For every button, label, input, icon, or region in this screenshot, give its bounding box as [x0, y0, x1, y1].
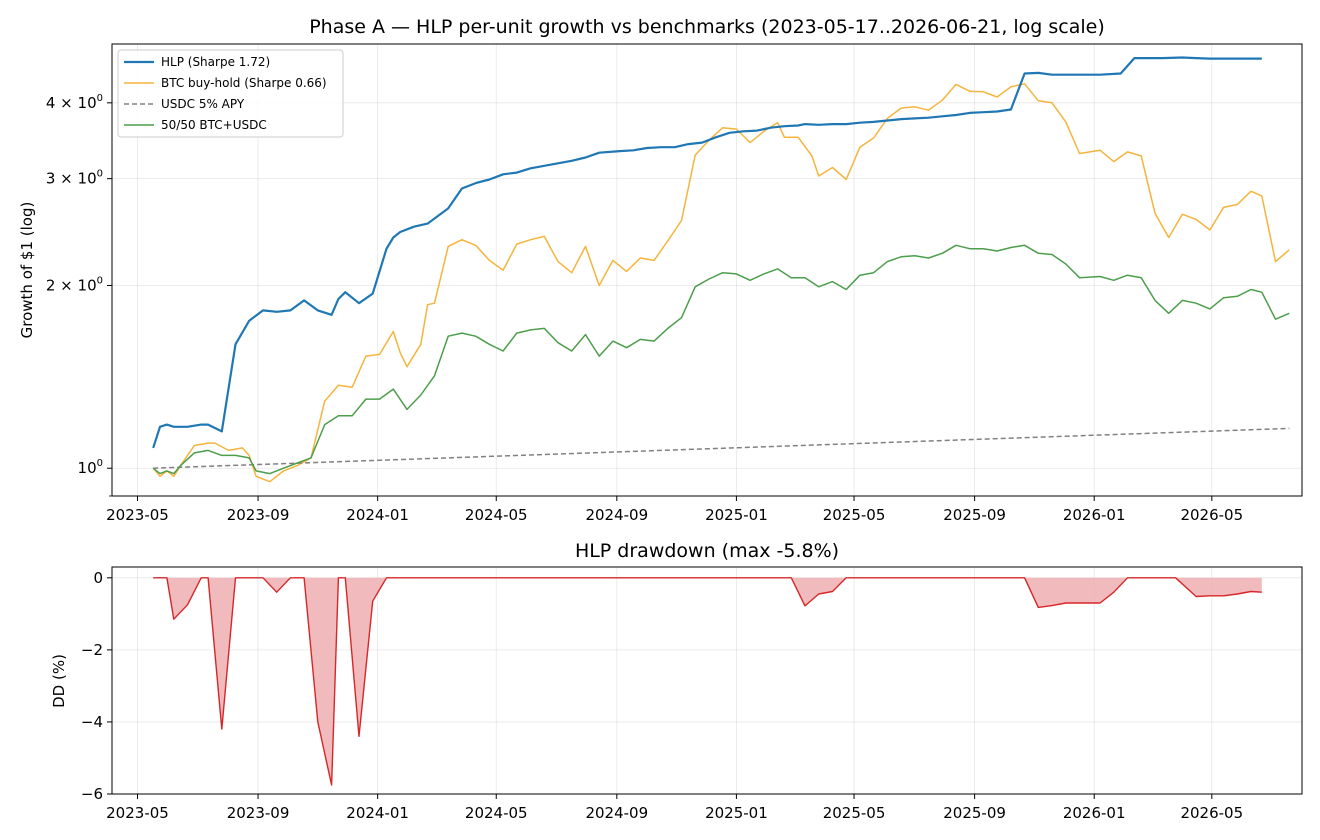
drawdown-chart: HLP drawdown (max -5.8%) 2023-05 2023-09 2…	[50, 540, 1303, 822]
drawdown-chart-x-axis: 2023-05 2023-09 2024-01 2024-05 2024-09 2025-…	[106, 794, 1243, 822]
drawdown-chart-series	[153, 577, 1262, 786]
growth-chart-y-axis: 100 2 × 100 3 × 100 4 × 100	[46, 93, 112, 497]
growth-chart-frame	[111, 43, 1303, 497]
growth-y-tick-label: 4 × 100	[46, 93, 103, 112]
growth-chart-x-axis: 2023-05 2023-09 2024-01 2024-05 2024-09 2025-…	[106, 496, 1243, 524]
legend-entry-label: BTC buy-hold (Sharpe 0.66)	[161, 76, 327, 90]
series-line-3	[152, 244, 1290, 475]
drawdown-y-tick-label: 0	[93, 569, 103, 587]
growth-x-tick-label: 2025-09	[943, 506, 1006, 524]
growth-x-tick-label: 2024-05	[465, 506, 528, 524]
drawdown-line	[153, 577, 1262, 786]
drawdown-x-tick-label: 2024-05	[465, 804, 528, 822]
drawdown-x-tick-label: 2026-05	[1180, 804, 1243, 822]
growth-y-tick-label: 3 × 100	[46, 169, 103, 188]
legend-frame	[117, 49, 344, 138]
drawdown-x-tick-label: 2025-05	[823, 804, 886, 822]
growth-x-tick-label: 2023-05	[106, 506, 169, 524]
drawdown-x-tick-label: 2024-01	[346, 804, 409, 822]
drawdown-area	[153, 577, 1262, 785]
drawdown-x-tick-label: 2024-09	[585, 804, 648, 822]
drawdown-x-tick-label: 2026-01	[1063, 804, 1126, 822]
growth-chart-series	[152, 56, 1290, 483]
drawdown-y-tick-label: −6	[81, 785, 103, 803]
drawdown-y-tick-label: −2	[81, 641, 103, 659]
drawdown-chart-grid	[112, 567, 1302, 795]
drawdown-x-tick-label: 2025-09	[943, 804, 1006, 822]
drawdown-x-tick-label: 2025-01	[705, 804, 768, 822]
growth-chart-legend: HLP (Sharpe 1.72) BTC buy-hold (Sharpe 0.…	[117, 49, 344, 138]
series-line-0	[152, 56, 1262, 449]
growth-x-tick-label: 2025-05	[823, 506, 886, 524]
growth-chart-y-label: Growth of $1 (log)	[18, 202, 36, 339]
drawdown-chart-y-label: DD (%)	[50, 654, 68, 708]
legend-entry-label: HLP (Sharpe 1.72)	[161, 55, 270, 69]
growth-x-tick-label: 2026-01	[1063, 506, 1126, 524]
drawdown-x-tick-label: 2023-05	[106, 804, 169, 822]
growth-chart-title: Phase A — HLP per-unit growth vs benchma…	[309, 16, 1105, 38]
legend-entry-label: USDC 5% APY	[161, 97, 245, 111]
growth-x-tick-label: 2024-01	[346, 506, 409, 524]
legend-entry-label: 50/50 BTC+USDC	[161, 118, 267, 132]
growth-chart: Phase A — HLP per-unit growth vs benchma…	[18, 16, 1303, 524]
growth-y-tick-label: 2 × 100	[46, 276, 103, 295]
drawdown-x-tick-label: 2023-09	[227, 804, 290, 822]
drawdown-chart-y-axis: 0 −2 −4 −6	[81, 569, 112, 803]
growth-x-tick-label: 2026-05	[1180, 506, 1243, 524]
drawdown-chart-title: HLP drawdown (max -5.8%)	[575, 540, 839, 562]
growth-x-tick-label: 2024-09	[585, 506, 648, 524]
series-line-2	[153, 427, 1290, 469]
growth-x-tick-label: 2025-01	[705, 506, 768, 524]
series-line-1	[152, 83, 1290, 483]
growth-x-tick-label: 2023-09	[227, 506, 290, 524]
growth-y-tick-label: 100	[78, 458, 103, 477]
drawdown-y-tick-label: −4	[81, 713, 103, 731]
drawdown-chart-frame	[111, 566, 1303, 795]
